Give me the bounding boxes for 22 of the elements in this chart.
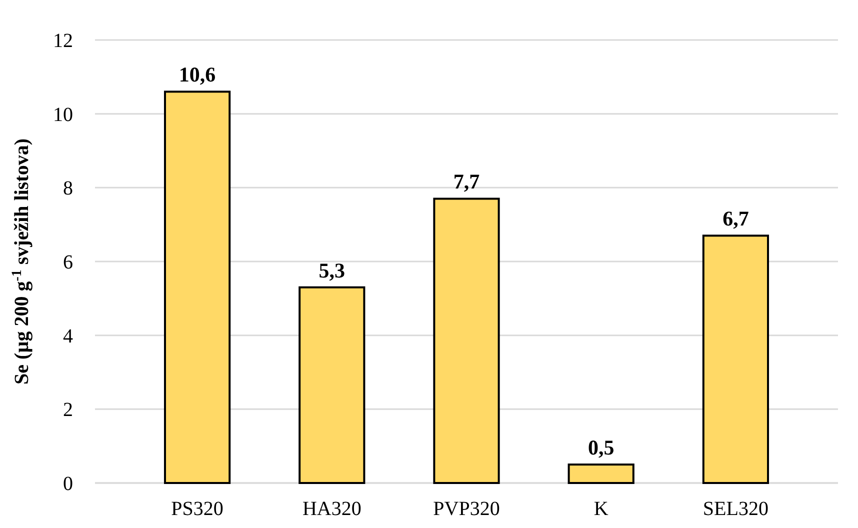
y-tick-label: 10 — [53, 104, 73, 126]
bar — [702, 234, 770, 484]
y-tick-label: 12 — [53, 30, 73, 52]
y-tick-label: 2 — [63, 399, 73, 422]
x-tick-label: PVP320 — [433, 498, 500, 520]
data-label: 6,7 — [722, 206, 749, 231]
bar — [433, 198, 500, 484]
bar — [568, 464, 634, 484]
y-tick-label: 6 — [63, 252, 73, 274]
y-tick-label: 0 — [63, 473, 73, 495]
data-label: 0,5 — [588, 436, 614, 460]
x-tick-label: HA320 — [302, 498, 362, 520]
x-tick-label: PS320 — [171, 498, 224, 520]
x-tick-label: K — [594, 498, 609, 520]
bar — [298, 286, 366, 484]
y-tick-label: 8 — [63, 178, 73, 200]
y-tick-label: 4 — [63, 325, 73, 348]
data-label: 10,6 — [178, 62, 216, 87]
data-label: 7,7 — [453, 170, 480, 194]
bar — [164, 90, 231, 484]
x-tick-label: SEL320 — [702, 498, 768, 520]
data-label: 5,3 — [318, 258, 346, 282]
